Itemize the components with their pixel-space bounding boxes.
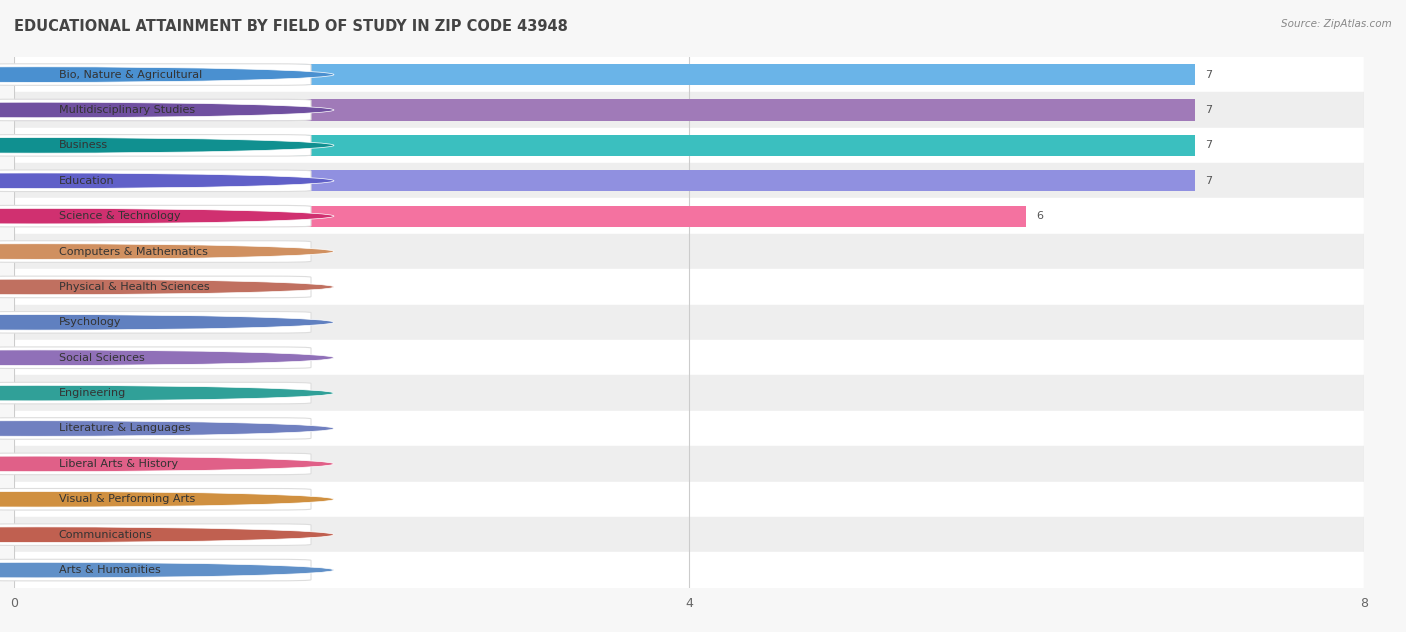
Text: Education: Education — [59, 176, 114, 186]
Bar — [14, 305, 1364, 340]
Text: 0: 0 — [34, 282, 41, 292]
Text: 0: 0 — [34, 459, 41, 469]
FancyBboxPatch shape — [0, 524, 311, 545]
Text: EDUCATIONAL ATTAINMENT BY FIELD OF STUDY IN ZIP CODE 43948: EDUCATIONAL ATTAINMENT BY FIELD OF STUDY… — [14, 19, 568, 34]
Text: Engineering: Engineering — [59, 388, 127, 398]
Bar — [14, 163, 1364, 198]
Circle shape — [0, 350, 335, 365]
Bar — [14, 489, 15, 510]
Bar — [14, 198, 1364, 234]
Text: 0: 0 — [34, 530, 41, 540]
Text: 0: 0 — [34, 494, 41, 504]
Bar — [14, 135, 1195, 156]
Circle shape — [0, 244, 335, 259]
Bar — [14, 57, 1364, 92]
FancyBboxPatch shape — [0, 135, 311, 156]
Bar — [14, 559, 15, 581]
Bar — [14, 312, 15, 333]
FancyBboxPatch shape — [0, 205, 311, 227]
Bar — [14, 99, 1195, 121]
Text: Communications: Communications — [59, 530, 152, 540]
Bar — [14, 517, 1364, 552]
FancyBboxPatch shape — [0, 347, 311, 368]
Circle shape — [0, 67, 335, 82]
Circle shape — [0, 492, 335, 507]
Bar — [14, 524, 15, 545]
FancyBboxPatch shape — [0, 382, 311, 404]
Text: Arts & Humanities: Arts & Humanities — [59, 565, 160, 575]
Bar — [14, 128, 1364, 163]
Circle shape — [0, 562, 335, 578]
FancyBboxPatch shape — [0, 170, 311, 191]
Bar — [14, 64, 1195, 85]
Text: Bio, Nature & Agricultural: Bio, Nature & Agricultural — [59, 70, 202, 80]
FancyBboxPatch shape — [0, 453, 311, 475]
Text: Multidisciplinary Studies: Multidisciplinary Studies — [59, 105, 194, 115]
FancyBboxPatch shape — [0, 64, 311, 85]
Circle shape — [0, 138, 335, 153]
Bar — [14, 340, 1364, 375]
Text: 7: 7 — [1205, 176, 1212, 186]
Text: Business: Business — [59, 140, 108, 150]
Text: Science & Technology: Science & Technology — [59, 211, 180, 221]
Circle shape — [0, 173, 335, 188]
Text: Computers & Mathematics: Computers & Mathematics — [59, 246, 208, 257]
Text: 7: 7 — [1205, 70, 1212, 80]
Bar — [14, 347, 15, 368]
Text: 0: 0 — [34, 317, 41, 327]
Bar — [14, 446, 1364, 482]
Text: 0: 0 — [34, 388, 41, 398]
Bar — [14, 382, 15, 404]
Text: 7: 7 — [1205, 105, 1212, 115]
Circle shape — [0, 315, 335, 330]
Text: 0: 0 — [34, 353, 41, 363]
Circle shape — [0, 102, 335, 118]
Circle shape — [0, 456, 335, 471]
Text: 0: 0 — [34, 423, 41, 434]
Bar — [14, 552, 1364, 588]
Bar — [14, 241, 15, 262]
Circle shape — [0, 527, 335, 542]
Circle shape — [0, 421, 335, 436]
Bar — [14, 482, 1364, 517]
Circle shape — [0, 209, 335, 224]
Bar — [14, 411, 1364, 446]
FancyBboxPatch shape — [0, 99, 311, 121]
Text: Visual & Performing Arts: Visual & Performing Arts — [59, 494, 195, 504]
Text: 6: 6 — [1036, 211, 1043, 221]
Text: Source: ZipAtlas.com: Source: ZipAtlas.com — [1281, 19, 1392, 29]
Text: 7: 7 — [1205, 140, 1212, 150]
Text: 0: 0 — [34, 565, 41, 575]
Bar — [14, 418, 15, 439]
Circle shape — [0, 279, 335, 295]
FancyBboxPatch shape — [0, 418, 311, 439]
FancyBboxPatch shape — [0, 559, 311, 581]
FancyBboxPatch shape — [0, 276, 311, 298]
Bar — [14, 92, 1364, 128]
FancyBboxPatch shape — [0, 312, 311, 333]
Bar — [14, 170, 1195, 191]
Bar — [14, 276, 15, 298]
Bar — [14, 269, 1364, 305]
Text: Social Sciences: Social Sciences — [59, 353, 145, 363]
Text: Psychology: Psychology — [59, 317, 121, 327]
Circle shape — [0, 386, 335, 401]
Bar — [14, 375, 1364, 411]
Bar — [14, 234, 1364, 269]
Text: 0: 0 — [34, 246, 41, 257]
Bar — [14, 205, 1026, 227]
FancyBboxPatch shape — [0, 489, 311, 510]
Text: Liberal Arts & History: Liberal Arts & History — [59, 459, 177, 469]
Text: Literature & Languages: Literature & Languages — [59, 423, 190, 434]
Text: Physical & Health Sciences: Physical & Health Sciences — [59, 282, 209, 292]
FancyBboxPatch shape — [0, 241, 311, 262]
Bar — [14, 453, 15, 475]
